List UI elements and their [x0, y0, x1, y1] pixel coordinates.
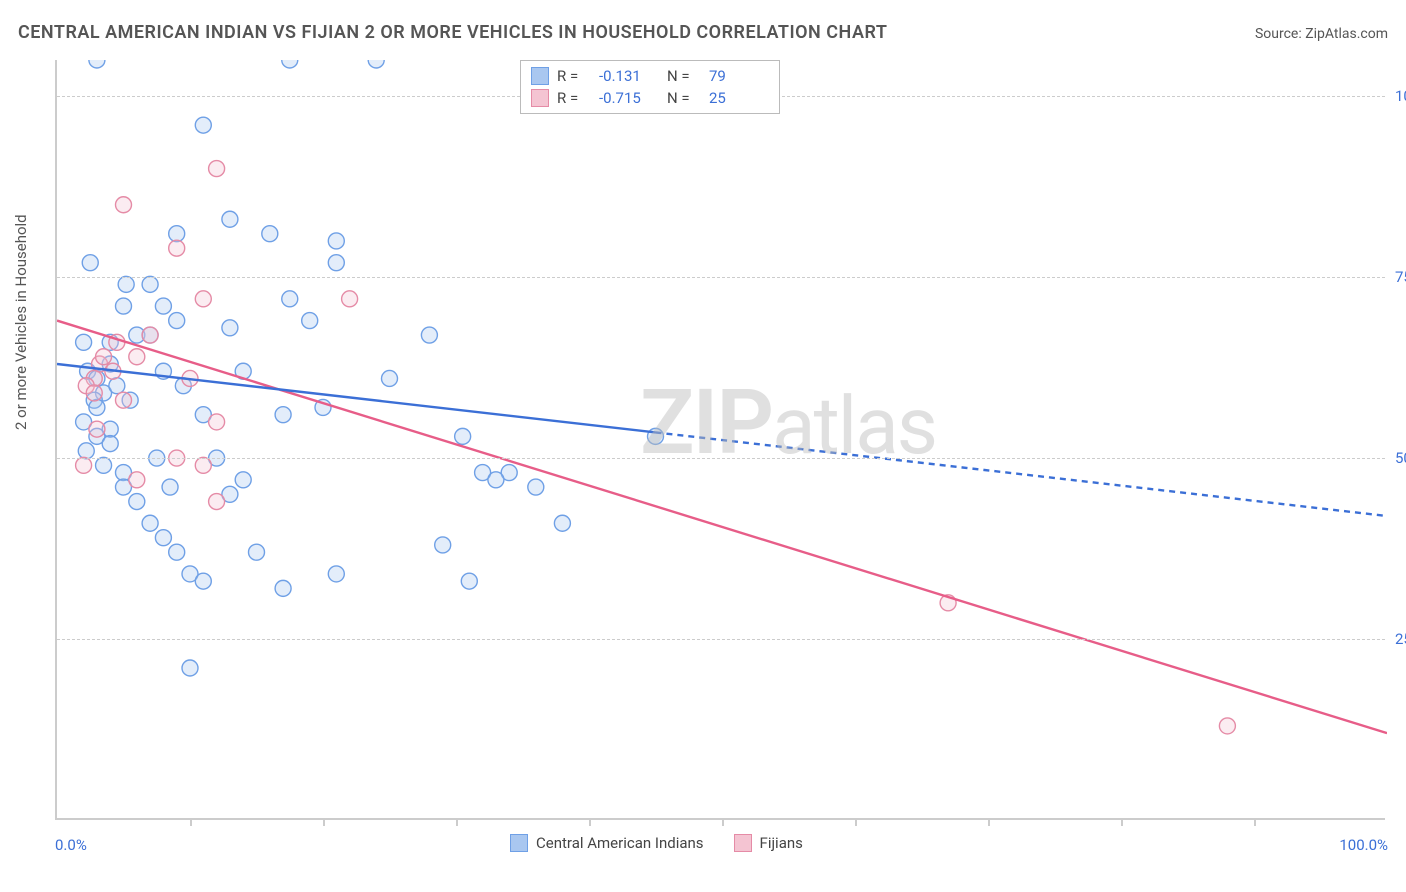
r-label: R =	[557, 67, 591, 85]
legend-row-b: R = -0.715 N = 25	[531, 87, 769, 109]
x-tick-100: 100.0%	[1339, 836, 1388, 854]
y-axis-title: 2 or more Vehicles in Household	[12, 214, 30, 430]
legend-item-b: Fijians	[734, 834, 803, 852]
swatch-b-icon	[734, 834, 752, 852]
r-value-b: -0.715	[599, 89, 659, 107]
legend-b-label: Fijians	[760, 834, 803, 852]
scatter-svg	[57, 60, 1387, 820]
swatch-b	[531, 89, 549, 107]
r-label: R =	[557, 89, 591, 107]
legend-row-a: R = -0.131 N = 79	[531, 65, 769, 87]
title-bar: CENTRAL AMERICAN INDIAN VS FIJIAN 2 OR M…	[18, 22, 1388, 43]
x-tick-0: 0.0%	[55, 836, 87, 854]
y-tick-label: 100.0%	[1395, 87, 1406, 105]
plot-area: 25.0%50.0%75.0%100.0%	[55, 60, 1385, 820]
n-label: N =	[667, 89, 701, 107]
y-tick-label: 25.0%	[1395, 630, 1406, 648]
plot-frame: 25.0%50.0%75.0%100.0%	[55, 60, 1385, 820]
correlation-legend: R = -0.131 N = 79 R = -0.715 N = 25	[520, 60, 780, 114]
series-legend: Central American Indians Fijians	[510, 834, 803, 852]
swatch-a-icon	[510, 834, 528, 852]
n-label: N =	[667, 67, 701, 85]
y-tick-label: 50.0%	[1395, 449, 1406, 467]
legend-a-label: Central American Indians	[536, 834, 704, 852]
y-tick-label: 75.0%	[1395, 268, 1406, 286]
n-value-a: 79	[709, 67, 769, 85]
n-value-b: 25	[709, 89, 769, 107]
swatch-a	[531, 67, 549, 85]
legend-item-a: Central American Indians	[510, 834, 704, 852]
chart-title: CENTRAL AMERICAN INDIAN VS FIJIAN 2 OR M…	[18, 22, 887, 43]
r-value-a: -0.131	[599, 67, 659, 85]
source-label: Source: ZipAtlas.com	[1255, 26, 1388, 42]
